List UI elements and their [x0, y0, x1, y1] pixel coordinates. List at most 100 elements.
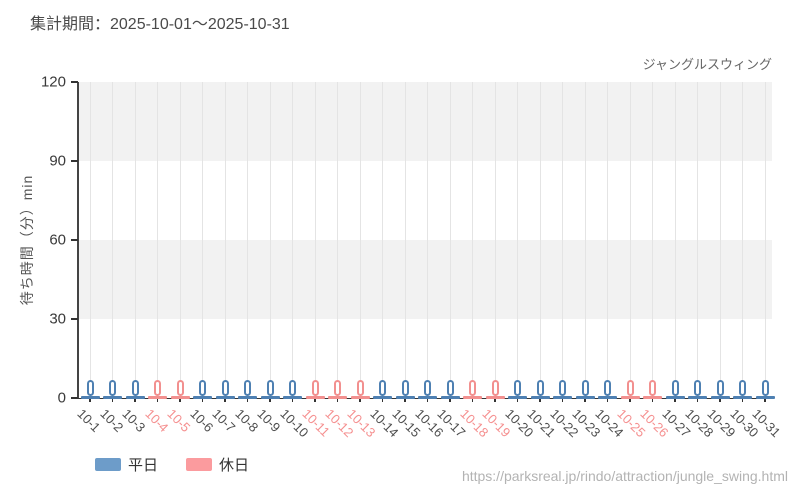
wait-range-marker [244, 379, 251, 396]
y-tick-label: 60 [49, 231, 66, 249]
wait-range-marker [581, 379, 589, 396]
baseline-marker [260, 396, 280, 399]
baseline-marker [148, 396, 167, 399]
gridline [247, 82, 248, 398]
gridline [584, 82, 586, 398]
x-tick [246, 398, 249, 402]
baseline-marker [193, 396, 212, 399]
x-tick-label: 10-1 [74, 406, 104, 436]
wait-range-marker [154, 379, 161, 396]
baseline-marker [530, 396, 550, 399]
wait-range-marker [491, 379, 499, 396]
x-tick [359, 398, 361, 402]
gridline [157, 82, 158, 398]
x-tick [764, 398, 766, 402]
wait-range-marker [514, 379, 521, 396]
gridline [292, 82, 293, 398]
baseline-marker [440, 396, 460, 399]
plot-area: 0 30 60 90 120 10-1 10-2 10-3 10-4 10-5 10-6 10-7 10… [41, 74, 784, 441]
gridline [314, 82, 316, 398]
gridline [89, 82, 91, 398]
chart-title: ジャングルスウィング [642, 57, 772, 72]
baseline-marker [643, 396, 662, 399]
y-axis-label: 待ち時間（分）min [19, 174, 35, 306]
weekday-swatch [95, 458, 121, 471]
x-tick [561, 398, 564, 402]
wait-range-marker [86, 379, 94, 396]
weekday-label: 平日 [128, 457, 159, 474]
baseline-marker [170, 396, 190, 399]
x-tick [719, 398, 721, 402]
gridline [742, 82, 743, 398]
x-tick [404, 398, 406, 402]
gridline [539, 82, 541, 398]
x-tick-label: 10-7 [209, 406, 239, 436]
x-tick [696, 398, 699, 402]
x-tick [494, 398, 496, 402]
wait-range-marker [739, 379, 746, 396]
x-tick [314, 398, 316, 402]
baseline-marker [103, 396, 122, 399]
baseline-marker [125, 396, 145, 399]
wait-range-marker [559, 379, 566, 396]
x-tick [179, 398, 181, 402]
gridline [269, 82, 271, 398]
x-tick [674, 398, 676, 402]
wait-range-marker [401, 379, 409, 396]
wait-range-marker [671, 379, 679, 396]
x-tick [471, 398, 474, 402]
wait-range-marker [716, 379, 724, 396]
report-period: 集計期間：2025-10-01〜2025-10-31 [30, 16, 290, 33]
shaded-band-30-60 [78, 240, 772, 319]
x-tick [606, 398, 609, 402]
y-tick [71, 397, 78, 399]
gridline [179, 82, 181, 398]
y-tick [71, 160, 78, 162]
gridline [629, 82, 631, 398]
wait-range-marker [761, 379, 769, 396]
x-tick [426, 398, 429, 402]
baseline-marker [665, 396, 685, 399]
gridline [112, 82, 113, 398]
legend-item-holiday: 休日 [186, 454, 249, 475]
gridline [449, 82, 451, 398]
wait-range-marker [176, 379, 184, 396]
x-tick-label: 10-6 [186, 406, 216, 436]
wait-range-marker [334, 379, 341, 396]
holiday-label: 休日 [219, 457, 250, 474]
wait-range-marker [289, 379, 296, 396]
y-tick-label: 90 [49, 152, 66, 170]
wait-range-marker [109, 379, 116, 396]
shaded-band-90-120 [78, 82, 772, 161]
legend-item-weekday: 平日 [95, 454, 158, 475]
wait-range-marker [469, 379, 476, 396]
gridline [202, 82, 203, 398]
gridline [134, 82, 136, 398]
wait-range-marker [649, 379, 656, 396]
gridline [562, 82, 563, 398]
x-tick-label: 10-8 [231, 406, 261, 436]
wait-range-marker [626, 379, 634, 396]
gridline [427, 82, 428, 398]
gridline [382, 82, 383, 398]
baseline-marker [575, 396, 595, 399]
y-tick [71, 81, 78, 83]
x-tick [269, 398, 271, 402]
wait-range-marker [199, 379, 206, 396]
gridline [652, 82, 653, 398]
x-tick [539, 398, 541, 402]
wait-range-marker [221, 379, 229, 396]
baseline-marker [215, 396, 235, 399]
x-tick-label: 10-5 [164, 406, 194, 436]
gridline [607, 82, 608, 398]
baseline-marker [283, 396, 302, 399]
gridline [494, 82, 496, 398]
y-tick-label: 120 [40, 73, 66, 91]
baseline-marker [598, 396, 617, 399]
baseline-marker [238, 396, 257, 399]
x-tick [156, 398, 159, 402]
baseline-marker [463, 396, 482, 399]
holiday-swatch [186, 458, 213, 471]
wait-range-marker [131, 379, 139, 396]
wait-range-marker [604, 379, 611, 396]
